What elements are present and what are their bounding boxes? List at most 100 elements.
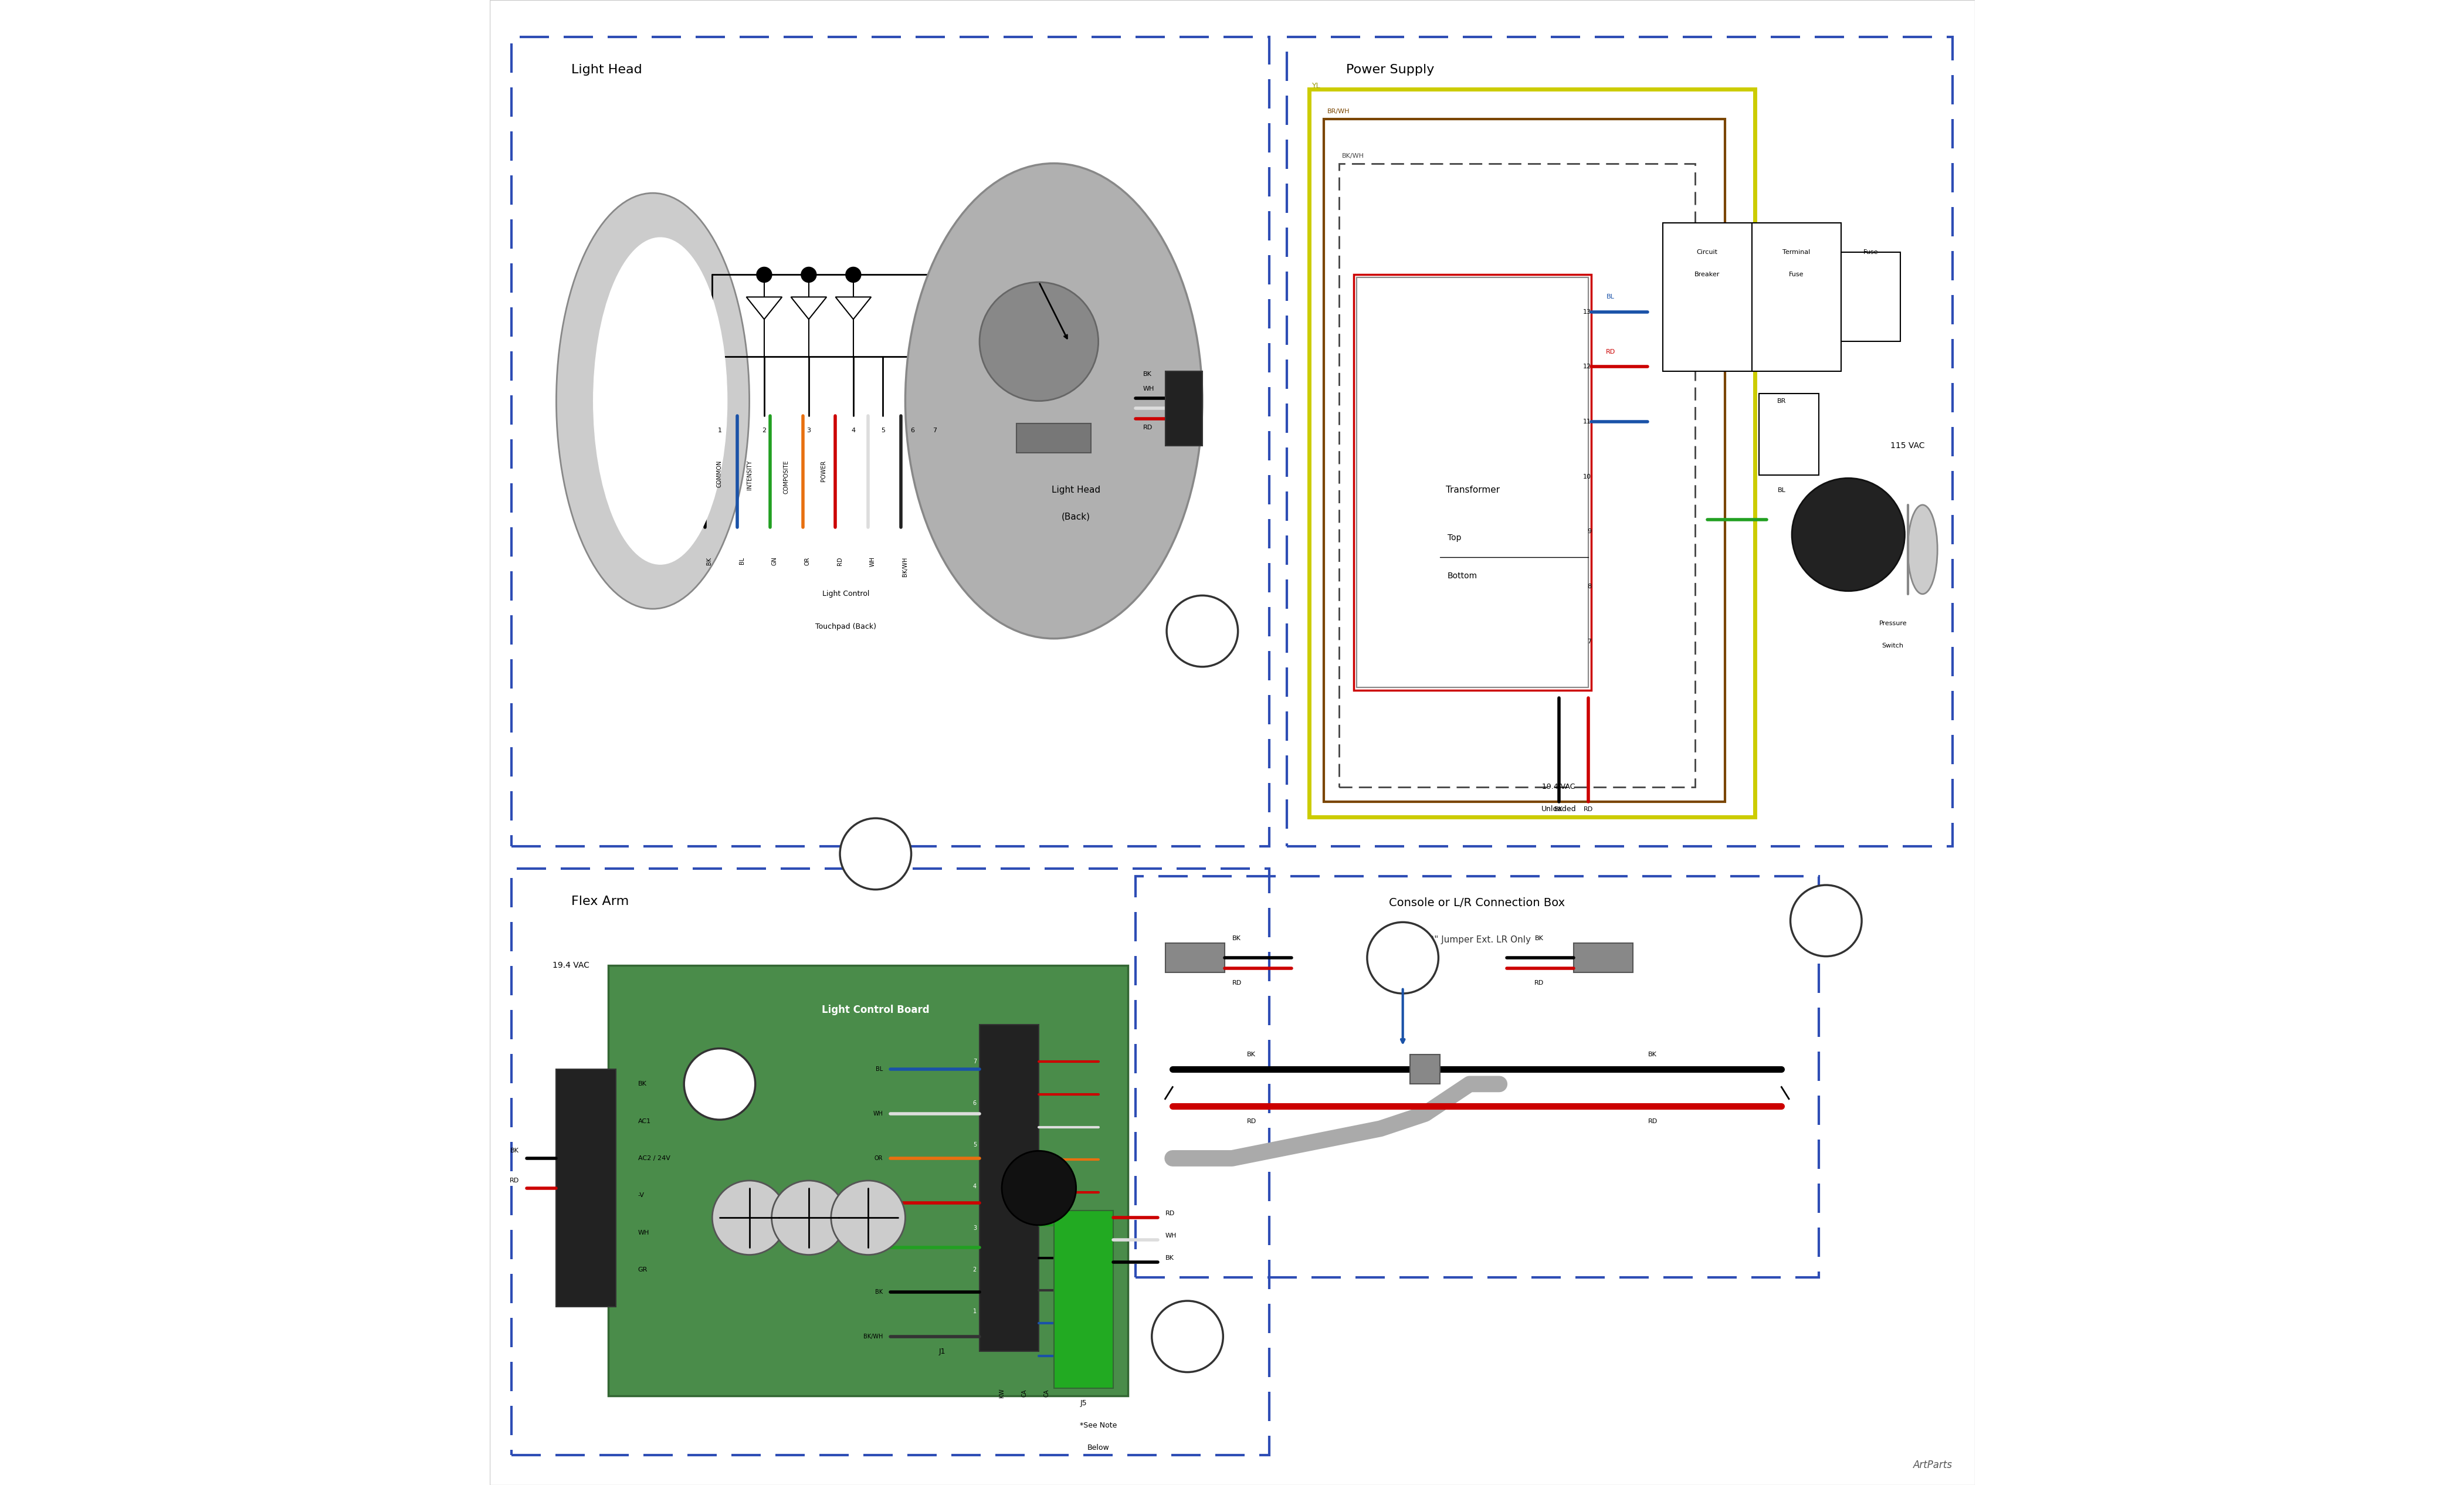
Text: KW: KW	[998, 1388, 1005, 1397]
Text: 6: 6	[973, 1100, 976, 1106]
FancyBboxPatch shape	[1841, 252, 1900, 342]
Text: BL: BL	[1607, 294, 1614, 300]
Text: BK: BK	[1535, 936, 1545, 941]
Text: BK: BK	[1555, 806, 1562, 812]
Text: WH: WH	[870, 557, 875, 567]
FancyBboxPatch shape	[1574, 943, 1634, 973]
Circle shape	[1151, 1301, 1222, 1372]
Text: GR: GR	[638, 1267, 648, 1273]
Text: OR: OR	[803, 557, 811, 566]
Text: RD: RD	[1648, 1118, 1658, 1124]
Text: Console or L/R Connection Box: Console or L/R Connection Box	[1390, 897, 1565, 909]
FancyBboxPatch shape	[1752, 223, 1841, 371]
Polygon shape	[791, 297, 825, 319]
Text: BK/WH: BK/WH	[902, 557, 909, 576]
Text: Below: Below	[1087, 1443, 1109, 1452]
Text: 7: 7	[1587, 639, 1592, 644]
Circle shape	[801, 267, 816, 282]
Text: RD: RD	[1143, 425, 1153, 431]
Text: 19.4 VAC: 19.4 VAC	[552, 961, 589, 970]
Polygon shape	[747, 297, 781, 319]
Text: OR: OR	[875, 1155, 882, 1161]
Text: 3: 3	[973, 1225, 976, 1231]
Text: 3: 3	[806, 428, 811, 434]
Text: 13: 13	[1584, 309, 1592, 315]
Text: WH: WH	[638, 1230, 650, 1236]
Text: RD: RD	[1607, 349, 1616, 355]
Text: Light Control: Light Control	[823, 590, 870, 598]
Text: 12: 12	[1582, 364, 1592, 370]
FancyBboxPatch shape	[557, 1069, 616, 1307]
FancyBboxPatch shape	[1084, 327, 1143, 505]
Text: WH: WH	[872, 1111, 882, 1117]
Text: BK: BK	[1143, 371, 1151, 377]
Text: Power Supply: Power Supply	[1345, 64, 1434, 76]
Text: BK: BK	[510, 1148, 520, 1154]
Text: Fuse: Fuse	[1863, 249, 1878, 255]
Text: BR/WH: BR/WH	[1328, 108, 1350, 114]
Circle shape	[981, 282, 1099, 401]
Text: Top: Top	[1446, 533, 1461, 542]
FancyBboxPatch shape	[1055, 1210, 1114, 1388]
Text: Light Control Board: Light Control Board	[821, 1004, 929, 1016]
Text: ArtParts: ArtParts	[1912, 1460, 1951, 1470]
Text: 1: 1	[973, 1308, 976, 1314]
Text: J5: J5	[1079, 1399, 1087, 1408]
Text: J1: J1	[939, 1347, 946, 1356]
Text: BK: BK	[707, 557, 712, 564]
Text: 5: 5	[973, 1142, 976, 1148]
Text: 11: 11	[1584, 419, 1592, 425]
Text: BK: BK	[1165, 1255, 1173, 1261]
Text: 2: 2	[761, 428, 766, 434]
Text: Touchpad (Back): Touchpad (Back)	[816, 622, 877, 631]
FancyBboxPatch shape	[1663, 223, 1752, 371]
Text: Light Head: Light Head	[572, 64, 643, 76]
Text: 5: 5	[882, 428, 885, 434]
FancyBboxPatch shape	[1358, 278, 1589, 688]
Text: 1: 1	[717, 428, 722, 434]
Text: GN: GN	[771, 557, 779, 566]
Text: AC1: AC1	[638, 1118, 650, 1124]
Circle shape	[845, 267, 860, 282]
Text: POWER: POWER	[821, 460, 825, 481]
Circle shape	[1165, 595, 1237, 667]
Text: Unloaded: Unloaded	[1542, 805, 1577, 814]
Text: RD: RD	[875, 1200, 882, 1206]
Text: WH: WH	[1143, 386, 1153, 392]
Text: CA: CA	[1020, 1388, 1027, 1397]
Text: INTENSITY: INTENSITY	[747, 460, 752, 490]
Circle shape	[756, 267, 771, 282]
Text: RD: RD	[1584, 806, 1594, 812]
Text: BK/WH: BK/WH	[862, 1334, 882, 1339]
Text: E: E	[1823, 915, 1831, 927]
Text: RD: RD	[838, 557, 843, 566]
Text: Light Head: Light Head	[1052, 486, 1101, 495]
Text: Flex Arm: Flex Arm	[572, 895, 628, 907]
Circle shape	[685, 1048, 756, 1120]
Circle shape	[830, 1181, 904, 1255]
FancyBboxPatch shape	[1018, 423, 1092, 453]
Text: Circuit: Circuit	[1698, 249, 1717, 255]
Text: CA: CA	[1042, 1388, 1050, 1397]
Text: 4: 4	[850, 428, 855, 434]
Text: BL: BL	[875, 1066, 882, 1072]
Text: Fuse: Fuse	[1789, 272, 1804, 278]
FancyBboxPatch shape	[1353, 275, 1592, 691]
Ellipse shape	[594, 238, 727, 564]
Text: BK: BK	[1232, 936, 1242, 941]
Text: COMMON: COMMON	[717, 460, 722, 487]
Text: 7: 7	[934, 428, 936, 434]
Text: 4: 4	[973, 1184, 976, 1189]
Text: GN: GN	[875, 1244, 882, 1250]
Text: Terminal: Terminal	[1781, 249, 1811, 255]
Text: BK/WH: BK/WH	[1343, 153, 1365, 159]
Text: Pressure: Pressure	[1880, 621, 1907, 627]
Circle shape	[1003, 1151, 1077, 1225]
Text: Bottom: Bottom	[1446, 572, 1478, 581]
Text: (Back): (Back)	[1062, 512, 1092, 521]
Text: RD: RD	[1535, 980, 1545, 986]
Text: Transformer: Transformer	[1446, 486, 1501, 495]
Text: BK: BK	[638, 1081, 646, 1087]
Circle shape	[1791, 478, 1905, 591]
Text: BK: BK	[1247, 1051, 1257, 1057]
